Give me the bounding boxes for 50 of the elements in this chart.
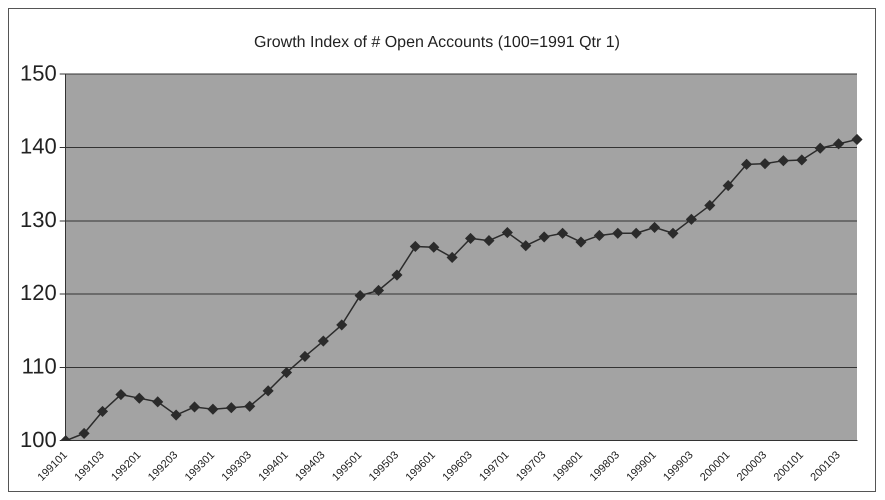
point bbox=[704, 200, 716, 211]
point bbox=[134, 392, 145, 404]
point bbox=[354, 290, 366, 301]
point bbox=[226, 402, 237, 413]
point bbox=[630, 228, 642, 239]
point bbox=[428, 242, 439, 252]
point bbox=[189, 402, 200, 412]
point bbox=[262, 386, 274, 396]
point bbox=[318, 336, 329, 346]
point bbox=[244, 401, 255, 412]
point bbox=[152, 396, 163, 408]
point bbox=[410, 241, 421, 252]
point bbox=[649, 222, 660, 233]
y-tick-label: 120 bbox=[20, 280, 57, 306]
point bbox=[833, 138, 844, 150]
point bbox=[116, 389, 126, 400]
point bbox=[520, 240, 532, 251]
point bbox=[557, 228, 568, 239]
point bbox=[502, 227, 513, 238]
y-tick-label: 110 bbox=[22, 353, 57, 378]
point bbox=[373, 285, 384, 296]
chart-title: Growth Index of # Open Accounts (100=1991 Qtr 1) bbox=[254, 34, 620, 52]
point bbox=[281, 367, 292, 378]
point bbox=[300, 351, 310, 362]
y-tick-label: 140 bbox=[20, 134, 57, 159]
y-tick-label: 150 bbox=[20, 60, 57, 86]
point bbox=[336, 320, 347, 330]
point bbox=[686, 214, 697, 225]
point bbox=[778, 155, 789, 166]
point bbox=[852, 134, 862, 145]
point bbox=[722, 180, 734, 191]
point bbox=[594, 230, 605, 241]
y-tick-label: 100 bbox=[20, 426, 57, 452]
point bbox=[612, 228, 624, 239]
point bbox=[760, 158, 770, 169]
point bbox=[668, 228, 678, 239]
point bbox=[392, 270, 402, 280]
point bbox=[814, 142, 826, 154]
point bbox=[78, 428, 90, 439]
point bbox=[538, 232, 550, 242]
y-tick-label: 130 bbox=[20, 206, 57, 232]
point bbox=[446, 252, 458, 263]
point bbox=[576, 236, 586, 248]
point bbox=[170, 410, 182, 420]
point bbox=[465, 233, 476, 244]
point bbox=[208, 404, 218, 414]
point bbox=[97, 406, 108, 417]
point bbox=[741, 159, 752, 170]
point bbox=[796, 154, 808, 166]
point bbox=[484, 235, 494, 246]
